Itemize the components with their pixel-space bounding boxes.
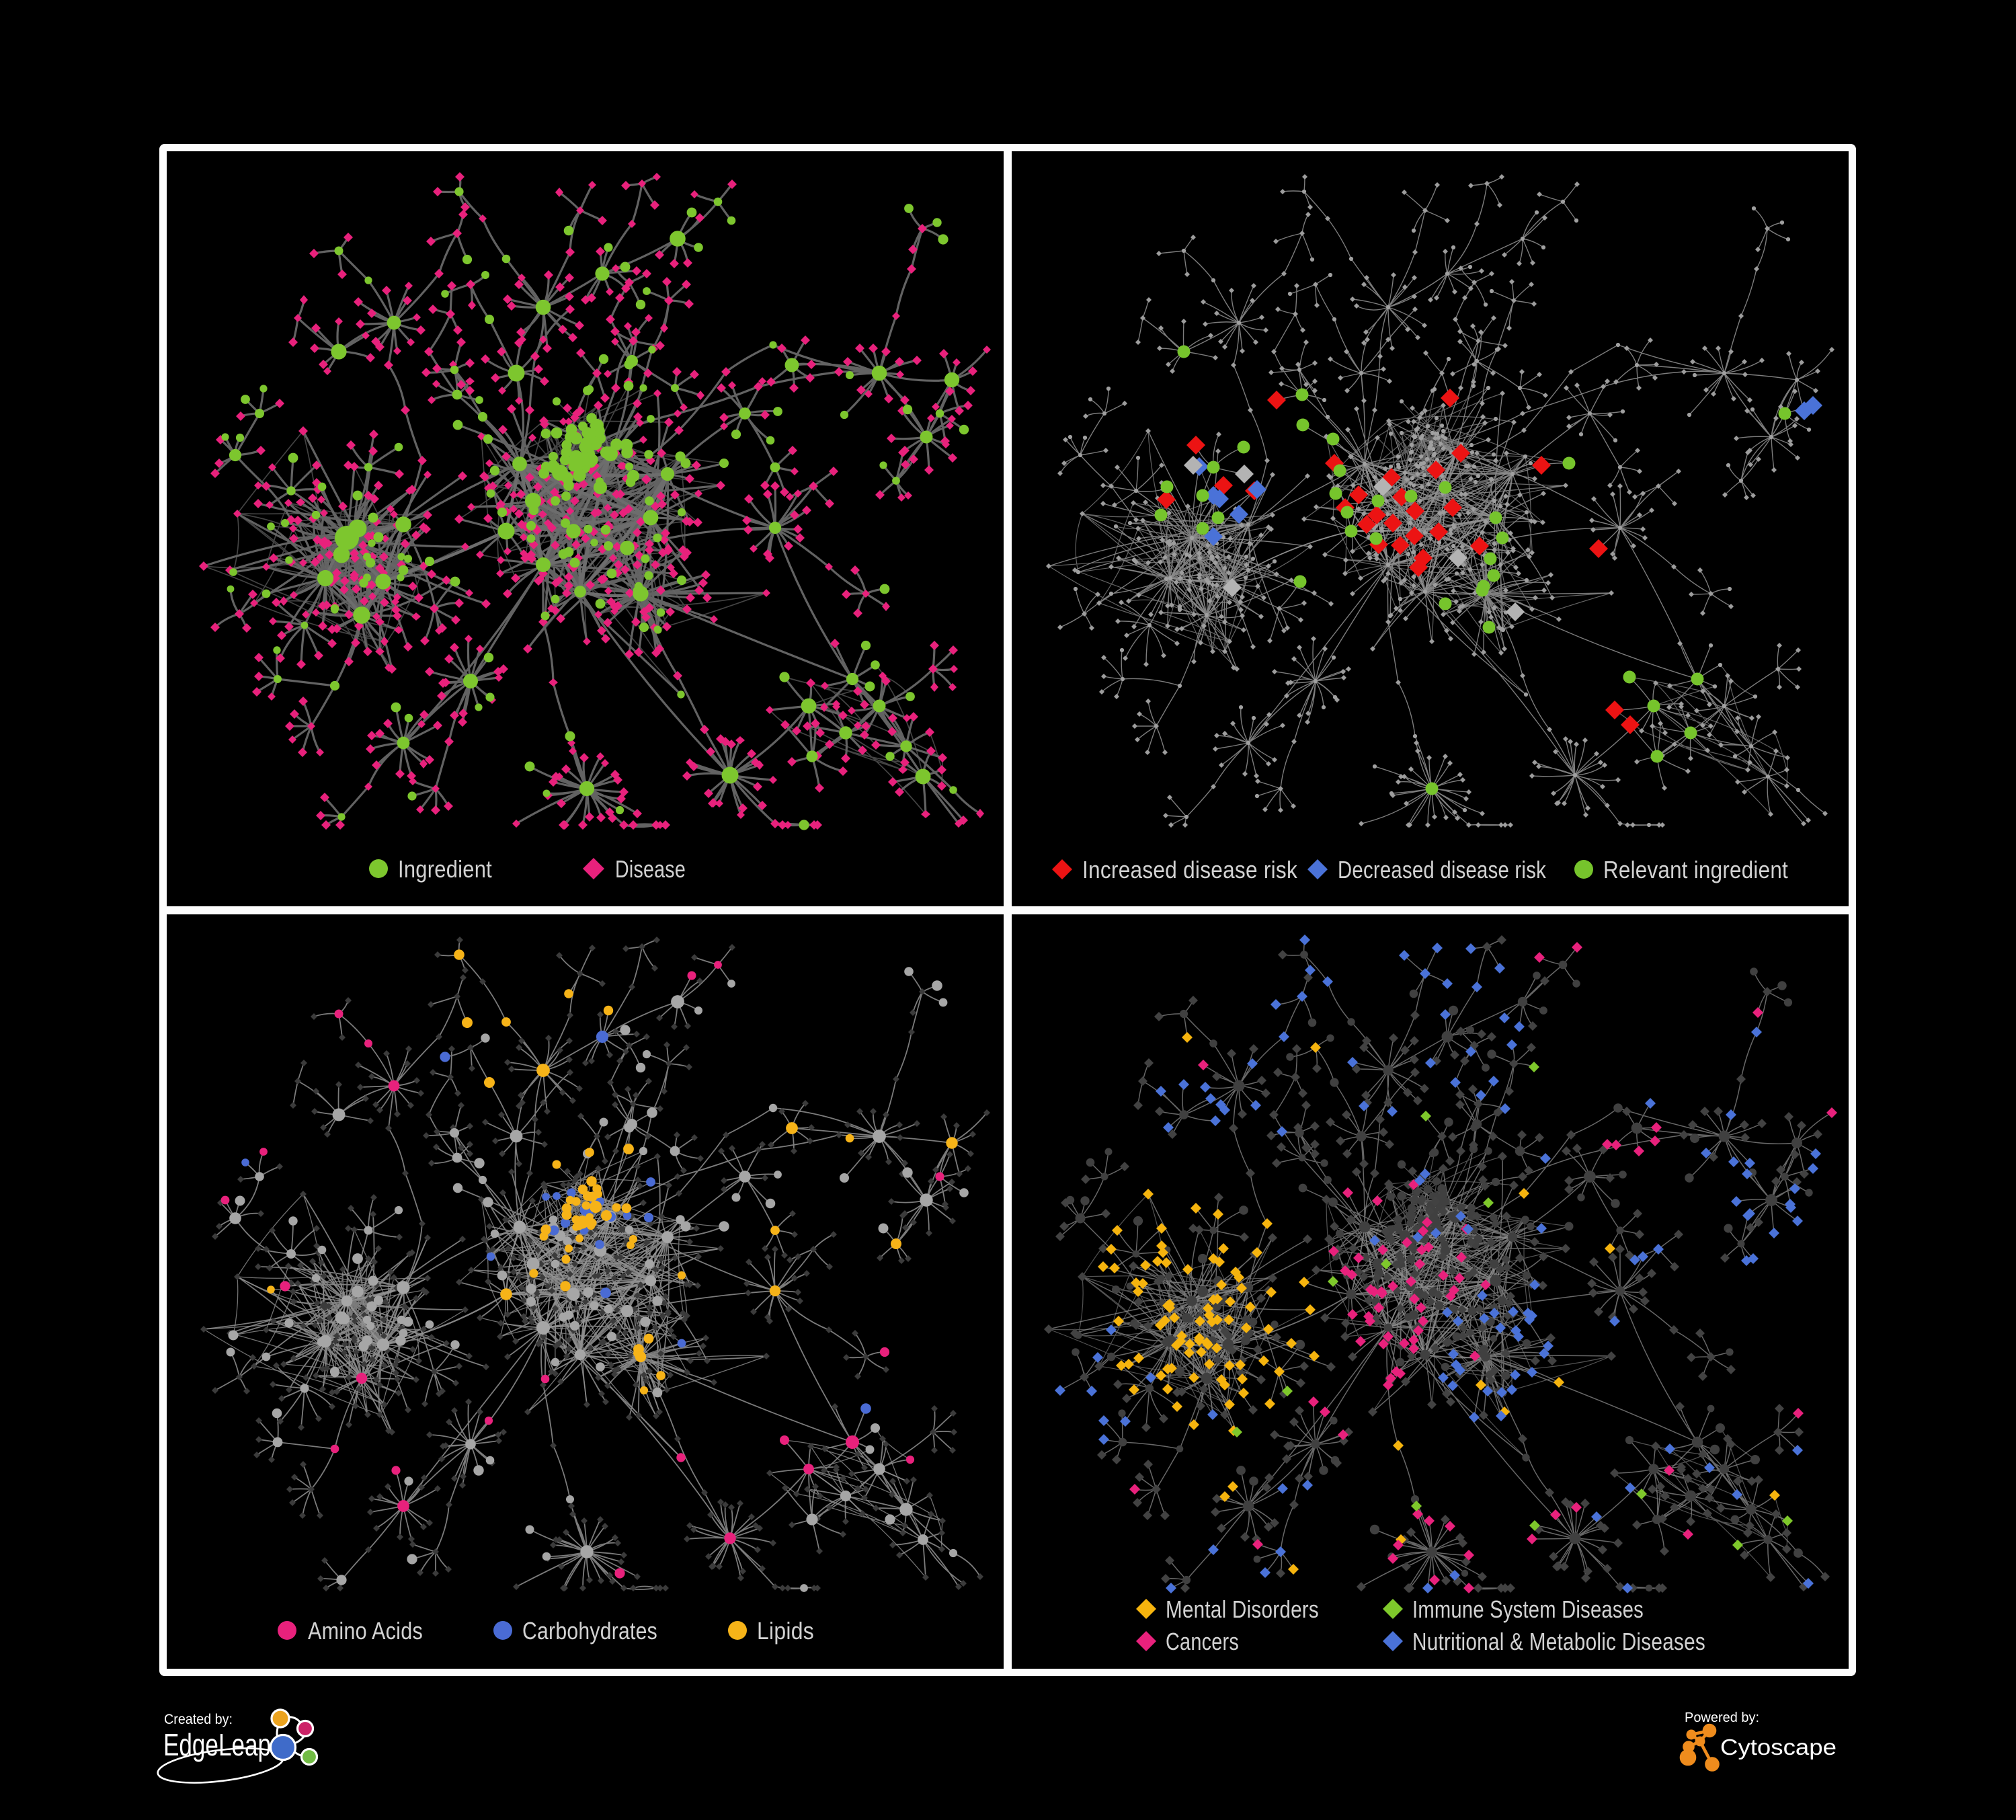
svg-text:Mental Disorders: Mental Disorders bbox=[1166, 1595, 1319, 1623]
svg-text:Cytoscape: Cytoscape bbox=[1720, 1735, 1837, 1759]
svg-text:Immune System Diseases: Immune System Diseases bbox=[1412, 1595, 1644, 1623]
svg-text:Created by:: Created by: bbox=[164, 1712, 233, 1727]
svg-text:Increased disease risk: Increased disease risk bbox=[1082, 856, 1298, 883]
svg-text:Powered by:: Powered by: bbox=[1685, 1710, 1759, 1725]
svg-text:Nutritional & Metabolic Diseas: Nutritional & Metabolic Diseases bbox=[1412, 1628, 1705, 1655]
svg-text:Decreased disease risk: Decreased disease risk bbox=[1338, 856, 1547, 883]
svg-text:Lipids: Lipids bbox=[757, 1617, 814, 1645]
svg-text:Amino Acids: Amino Acids bbox=[308, 1617, 423, 1645]
svg-text:EdgeLeap: EdgeLeap bbox=[163, 1727, 271, 1762]
svg-text:Cancers: Cancers bbox=[1166, 1628, 1239, 1655]
svg-text:Relevant ingredient: Relevant ingredient bbox=[1603, 856, 1788, 883]
svg-text:Carbohydrates: Carbohydrates bbox=[522, 1617, 657, 1645]
svg-text:Ingredient: Ingredient bbox=[398, 855, 492, 883]
svg-text:Disease: Disease bbox=[615, 855, 686, 883]
